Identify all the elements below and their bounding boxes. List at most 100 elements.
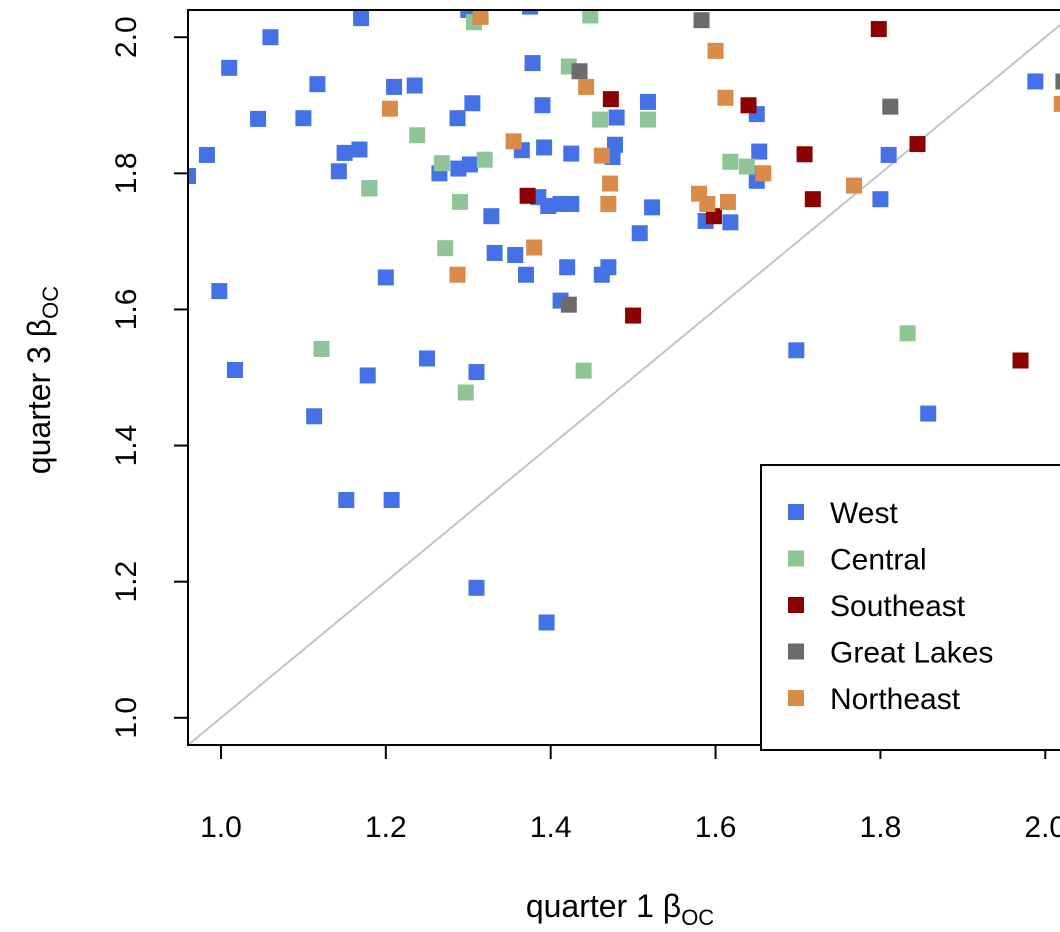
point-west-24 <box>461 156 478 173</box>
point-great-lakes-1 <box>560 296 577 313</box>
point-west-14 <box>377 269 394 286</box>
point-west-54 <box>722 214 739 231</box>
y-axis-title: quarter 3 βOC <box>21 286 63 474</box>
point-west-34 <box>536 139 553 156</box>
x-tick-label-3: 1.6 <box>695 811 737 844</box>
point-west-15 <box>211 283 228 300</box>
y-tick-label-5: 2.0 <box>110 16 143 58</box>
point-west-32 <box>524 55 541 72</box>
point-west-59 <box>788 342 805 359</box>
x-tick-label-4: 1.8 <box>860 811 902 844</box>
point-west-7 <box>336 144 353 161</box>
x-axis-title-sub: OC <box>681 905 714 930</box>
point-central-3 <box>433 155 450 172</box>
series-northeast <box>381 10 1060 283</box>
point-central-10 <box>582 10 599 24</box>
legend-label-central: Central <box>830 544 927 577</box>
legend-swatch-west <box>788 504 804 520</box>
identity-line <box>188 23 1060 745</box>
point-southeast-5 <box>796 146 813 163</box>
point-central-4 <box>437 240 454 257</box>
point-west-46 <box>600 259 617 276</box>
y-tick-label-1: 1.2 <box>110 561 143 603</box>
point-central-12 <box>639 111 656 128</box>
point-great-lakes-2 <box>693 12 710 29</box>
point-central-1 <box>313 340 330 357</box>
point-central-5 <box>452 193 469 210</box>
point-northeast-6 <box>593 147 610 164</box>
point-west-13 <box>406 77 423 94</box>
point-west-64 <box>460 10 477 18</box>
point-west-4 <box>250 110 267 127</box>
legend-item-west: West <box>788 497 898 530</box>
point-southeast-4 <box>740 97 757 114</box>
point-northeast-7 <box>602 175 619 192</box>
point-west-18 <box>359 367 376 384</box>
point-west-1 <box>198 146 215 163</box>
point-west-29 <box>507 247 524 263</box>
point-northeast-8 <box>600 195 617 212</box>
point-west-60 <box>872 191 889 208</box>
point-west-49 <box>608 109 625 126</box>
legend-swatch-southeast <box>788 597 804 613</box>
legend-swatch-central <box>788 550 804 567</box>
point-northeast-5 <box>578 78 595 95</box>
point-central-7 <box>457 384 474 401</box>
point-west-11 <box>353 10 370 27</box>
y-tick-label-4: 1.8 <box>110 152 143 194</box>
x-axis-title-main: quarter 1 β <box>526 888 681 924</box>
reference-layer <box>188 23 1060 745</box>
point-northeast-15 <box>846 177 863 194</box>
y-tick-label-3: 1.6 <box>110 289 143 331</box>
point-northeast-14 <box>755 165 772 182</box>
point-southeast-3 <box>705 208 722 225</box>
point-northeast-2 <box>472 10 489 25</box>
y-tick-label-2: 1.4 <box>110 425 143 467</box>
point-west-17 <box>306 408 323 425</box>
legend-item-great-lakes: Great Lakes <box>788 637 993 670</box>
point-west-39 <box>563 145 580 162</box>
point-northeast-12 <box>717 89 734 106</box>
point-west-28 <box>486 244 503 261</box>
point-northeast-0 <box>381 100 398 117</box>
point-west-5 <box>295 110 312 127</box>
x-tick-label-1: 1.2 <box>365 811 407 844</box>
point-west-57 <box>751 143 768 160</box>
point-southeast-0 <box>519 187 536 204</box>
point-west-8 <box>351 141 368 158</box>
legend: West Central Southeast Great Lakes Northeast <box>760 464 1060 751</box>
point-great-lakes-4 <box>1055 73 1060 90</box>
legend-label-southeast: Southeast <box>830 590 966 623</box>
point-central-15 <box>738 158 755 175</box>
point-central-16 <box>899 325 916 342</box>
legend-item-central: Central <box>788 544 927 577</box>
legend-item-northeast: Northeast <box>788 683 961 716</box>
point-central-0 <box>361 180 378 197</box>
point-great-lakes-3 <box>882 98 899 115</box>
point-central-11 <box>592 111 609 128</box>
point-southeast-8 <box>909 136 926 153</box>
series-west <box>188 10 1044 631</box>
point-central-14 <box>722 153 739 170</box>
point-central-6 <box>476 151 493 168</box>
y-axis-title-sub: OC <box>38 286 63 319</box>
point-northeast-10 <box>699 195 716 212</box>
legend-item-southeast: Southeast <box>788 590 966 623</box>
point-northeast-3 <box>505 133 522 150</box>
point-west-51 <box>631 225 648 242</box>
point-northeast-1 <box>449 266 466 283</box>
point-west-44 <box>538 614 555 631</box>
point-west-33 <box>534 97 551 114</box>
point-southeast-6 <box>804 191 821 208</box>
point-southeast-1 <box>602 91 619 108</box>
point-west-62 <box>920 405 937 422</box>
point-west-50 <box>639 93 656 110</box>
y-axis-title-main: quarter 3 β <box>21 319 57 474</box>
point-west-65 <box>522 10 539 15</box>
point-central-13 <box>575 362 592 379</box>
legend-box <box>760 464 1060 751</box>
point-northeast-16 <box>1053 95 1060 112</box>
point-west-26 <box>464 95 481 112</box>
legend-label-northeast: Northeast <box>830 683 961 716</box>
